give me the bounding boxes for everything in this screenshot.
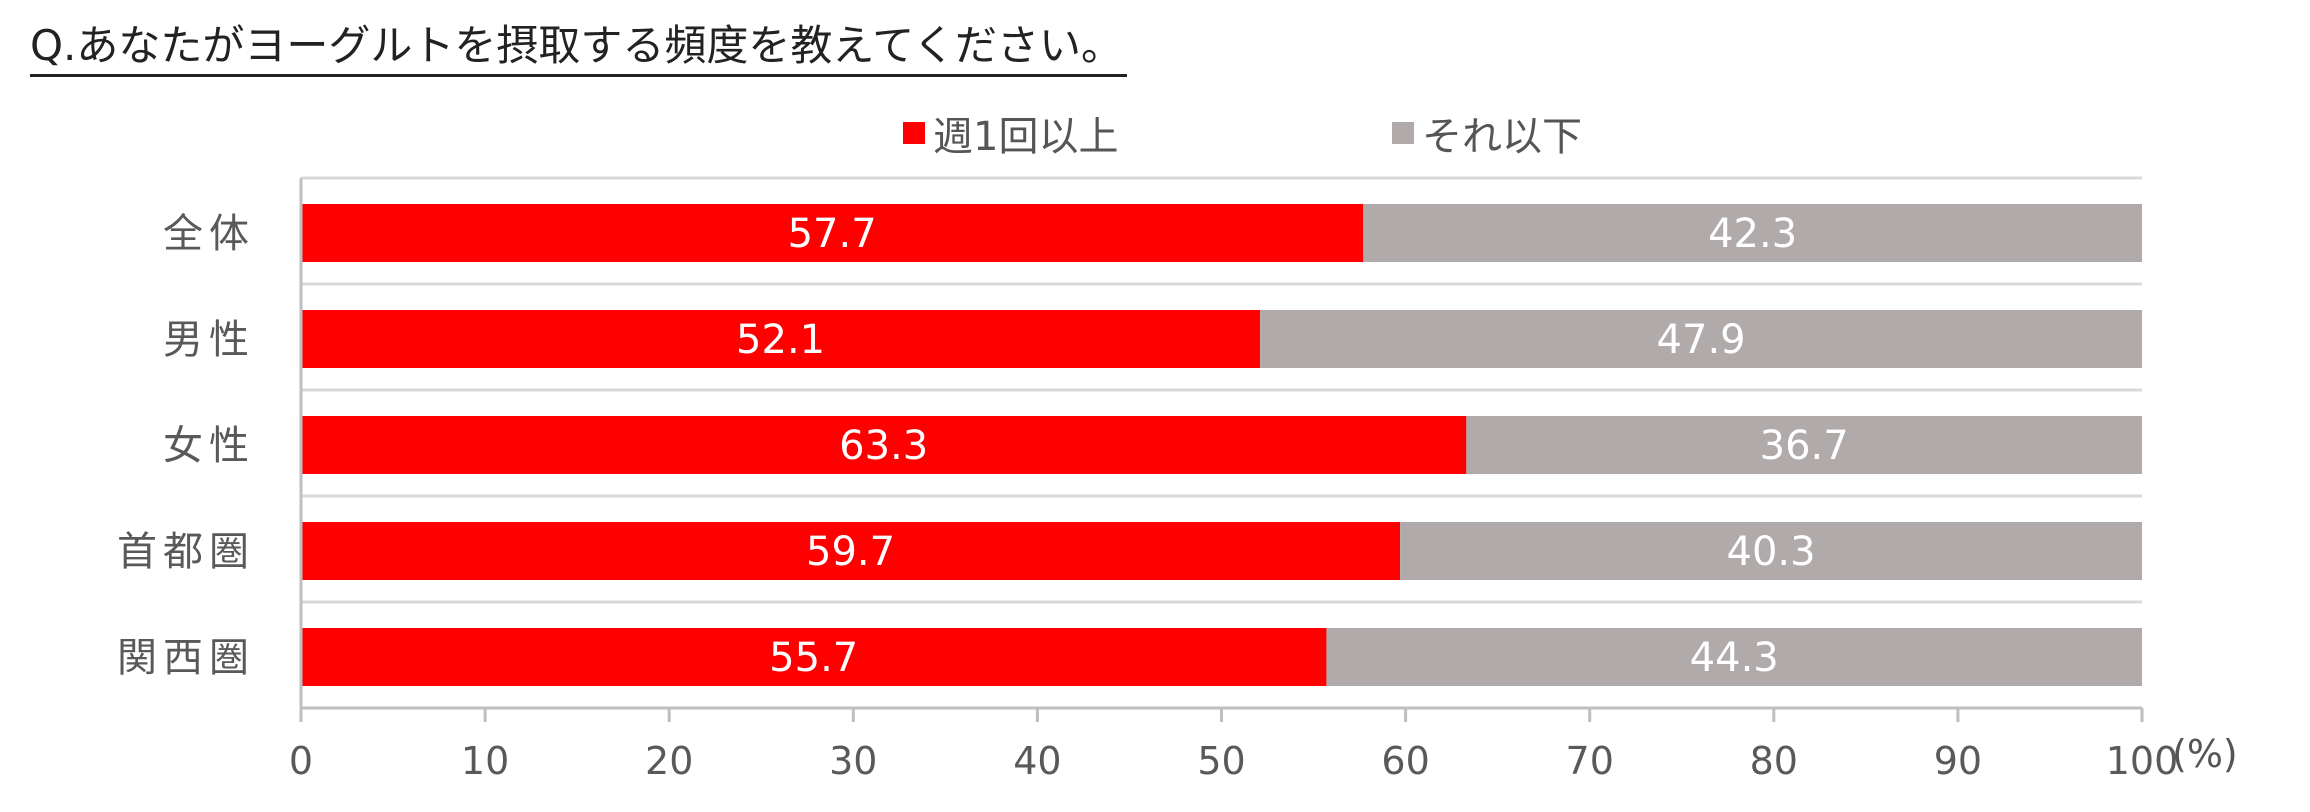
bar-segment <box>1260 310 2142 368</box>
legend-item-series-1: 週1回以上 <box>903 108 1118 160</box>
x-tick-label: 30 <box>829 739 877 783</box>
data-label: 42.3 <box>1708 211 1797 257</box>
data-label: 44.3 <box>1690 635 1779 681</box>
x-tick-label: 100 <box>2106 739 2179 783</box>
bar-segment <box>1466 416 2142 474</box>
bar-segment <box>301 522 1401 580</box>
data-label: 55.7 <box>769 635 858 681</box>
legend-item-series-2: それ以下 <box>1392 108 1582 160</box>
data-label: 47.9 <box>1657 317 1746 363</box>
x-tick-label: 90 <box>1934 739 1982 783</box>
data-label: 40.3 <box>1727 529 1816 575</box>
bar-segment <box>1326 628 2142 686</box>
x-tick-label: 40 <box>1013 739 1061 783</box>
x-tick-label: 20 <box>645 739 693 783</box>
legend-swatch-series-2 <box>1392 122 1414 144</box>
legend-label-series-1: 週1回以上 <box>933 114 1119 160</box>
x-tick-label: 70 <box>1566 739 1614 783</box>
x-tick-label: 0 <box>289 739 313 783</box>
category-label: 首都圏 <box>117 529 255 575</box>
x-tick-label: 10 <box>461 739 509 783</box>
x-tick-label: 50 <box>1197 739 1245 783</box>
bar-segment <box>301 416 1467 474</box>
question-title: Q.あなたがヨーグルトを摂取する頻度を教えてください。 <box>30 18 1128 77</box>
x-tick-label: 80 <box>1750 739 1798 783</box>
category-label: 関西圏 <box>117 635 255 681</box>
legend-label-series-2: それ以下 <box>1422 114 1582 160</box>
bar-segment <box>301 310 1261 368</box>
category-label: 全体 <box>163 211 255 257</box>
data-label: 59.7 <box>806 529 895 575</box>
bar-segment <box>301 204 1364 262</box>
x-axis-unit-label: (%) <box>2172 732 2238 776</box>
data-label: 36.7 <box>1760 423 1849 469</box>
bar-segment <box>1363 204 2142 262</box>
data-label: 57.7 <box>788 211 877 257</box>
bar-segment <box>301 628 1327 686</box>
category-label: 女性 <box>163 423 255 469</box>
data-label: 63.3 <box>839 423 928 469</box>
legend-swatch-series-1 <box>903 122 925 144</box>
category-label: 男性 <box>163 317 255 363</box>
bar-segment <box>1400 522 2142 580</box>
x-tick-label: 60 <box>1381 739 1429 783</box>
data-label: 52.1 <box>736 317 825 363</box>
